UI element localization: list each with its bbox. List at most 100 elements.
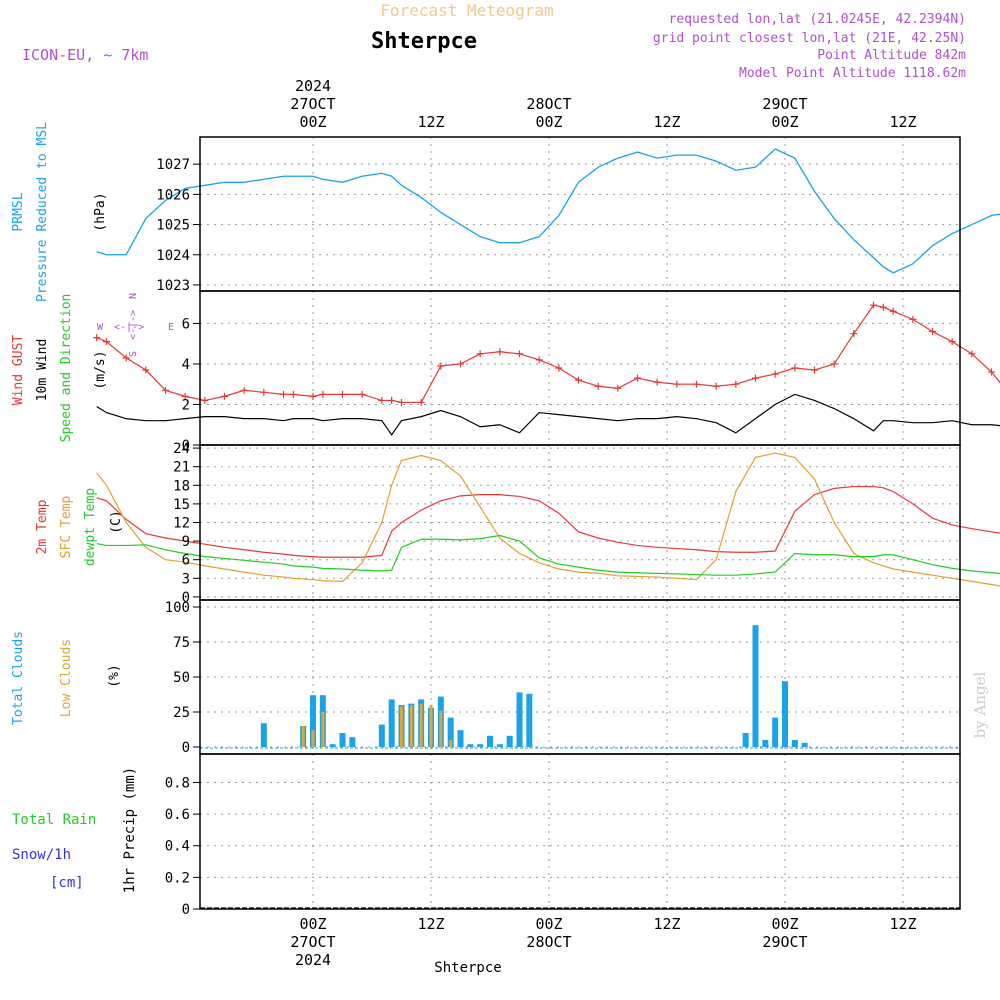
compass-arrow-horizontal: <-|->: [114, 322, 144, 333]
wind-gust-point: [417, 398, 425, 406]
y-tick-label: 15: [173, 497, 190, 513]
y-tick-label: 25: [173, 705, 190, 721]
total-cloud-bar: [791, 740, 798, 747]
panel-frame-pressure: [199, 136, 961, 292]
location-title: Shterpce: [371, 29, 477, 54]
footer-location: Shterpce: [434, 960, 501, 976]
wind-gust-point: [653, 378, 661, 386]
wind-gust-point: [968, 350, 976, 358]
temp-sfc-line: [96, 452, 1000, 587]
precip-label-snow: Snow/1h: [12, 847, 71, 863]
y-tick-label: 21: [173, 460, 190, 476]
wind-gust-point: [791, 364, 799, 372]
precip-label-rain: Total Rain: [12, 812, 96, 828]
bottom-time-label: 00Z: [771, 915, 798, 933]
y-tick-label: 3: [182, 571, 190, 587]
y-tick-label: 6: [182, 553, 190, 569]
y-tick-label: 1026: [156, 187, 190, 203]
y-tick-label: 0.8: [165, 775, 190, 791]
wind-gust-point: [712, 382, 720, 390]
grid-point-coords: grid point closest lon,lat (21E, 42.25N): [653, 31, 966, 46]
cloud-panel-labels: Total Clouds Low Clouds (%): [11, 631, 122, 725]
wind-gust-point: [319, 390, 327, 398]
low-cloud-bar: [439, 710, 443, 747]
model-label: ICON-EU, ~ 7km: [22, 46, 148, 64]
wind-gust-point: [240, 386, 248, 394]
temp-label-dewpt: dewpt Temp: [83, 488, 98, 566]
wind-gust-point: [103, 338, 110, 346]
temp-2m-line: [96, 485, 1000, 558]
frame-layer: [193, 136, 961, 910]
total-cloud-bar: [762, 740, 769, 747]
point-altitude: Point Altitude 842m: [817, 48, 966, 63]
total-cloud-bar: [506, 735, 513, 747]
total-cloud-bar: [742, 733, 749, 747]
wind-gust-point: [162, 386, 169, 394]
total-cloud-bar: [339, 733, 346, 747]
y-tick-label: 1024: [156, 248, 190, 264]
bottom-time-label: 00Z: [299, 915, 326, 933]
compass-arrow-vertical: <-|->: [128, 310, 139, 340]
wind-gust-point: [879, 303, 887, 311]
total-cloud-bar: [782, 681, 788, 747]
wind-gust-point: [358, 390, 366, 398]
bottom-time-label: 12Z: [653, 915, 680, 933]
wind-gust-point: [388, 396, 396, 404]
wind-gust-point: [339, 390, 346, 398]
y-tick-label: 0: [182, 902, 190, 918]
wind-gust-point: [693, 380, 700, 388]
wind-gust-point: [496, 348, 504, 356]
precip-panel-labels: Total Rain Snow/1h [cm] 1hr Precip (mm): [12, 767, 138, 893]
wind-gust-point: [260, 388, 268, 396]
wind-gust-point: [535, 356, 543, 364]
y-tick-label: 4: [182, 357, 190, 373]
total-cloud-bar: [487, 735, 493, 747]
y-tick-label: 12: [173, 516, 190, 532]
total-cloud-bar: [457, 730, 464, 747]
wind-gust-point: [289, 390, 297, 398]
y-tick-label: 1027: [156, 157, 190, 173]
total-cloud-bar: [477, 744, 484, 747]
total-cloud-bar: [526, 693, 533, 747]
bottom-time-label: 29OCT: [762, 933, 807, 951]
y-tick-label: 0.2: [165, 870, 190, 886]
wind-gust-point: [948, 338, 956, 346]
top-time-label: 29OCT: [762, 95, 807, 113]
compass-w: W: [97, 322, 104, 333]
wind-gust-point: [909, 315, 917, 323]
bottom-time-label: 2024: [295, 951, 331, 969]
precip-label-snow-unit: [cm]: [50, 875, 84, 891]
top-time-label: 12Z: [653, 113, 680, 131]
panel-frame-wind: [199, 290, 961, 446]
low-cloud-bar: [400, 706, 403, 747]
top-time-label: 12Z: [889, 113, 916, 131]
total-cloud-bar: [516, 692, 523, 747]
wind-gust-point: [457, 360, 464, 368]
panel-frame-precip: [199, 753, 961, 910]
pressure-panel-labels: PRMSL Pressure Reduced to MSL (hPa): [11, 122, 108, 302]
bottom-time-label: 27OCT: [290, 933, 335, 951]
y-tick-label: 1023: [156, 278, 190, 294]
total-cloud-bar: [752, 625, 759, 747]
wind-gust-point: [811, 366, 818, 374]
wind-gust-point: [378, 396, 386, 404]
top-time-label: 28OCT: [526, 95, 571, 113]
bottom-time-label: 00Z: [535, 915, 562, 933]
temp-dewpt-line: [96, 534, 1000, 576]
y-tick-label: 0.6: [165, 807, 190, 823]
wind-gust-point: [752, 374, 759, 382]
wind-gust-point: [850, 330, 858, 338]
total-cloud-bar: [801, 742, 808, 747]
model-altitude: Model Point Altitude 1118.62m: [739, 66, 966, 81]
bottom-time-label: 12Z: [417, 915, 444, 933]
total-cloud-bar: [467, 744, 474, 747]
bottom-time-label: 12Z: [889, 915, 916, 933]
y-tick-label: 0: [182, 438, 190, 454]
total-cloud-bar: [310, 695, 316, 747]
plot-layer: [93, 148, 1000, 909]
y-tick-label: 0: [182, 740, 190, 756]
wind-gust-point: [142, 366, 150, 374]
temp-label-unit: (C): [109, 510, 124, 533]
total-cloud-bar: [388, 699, 395, 747]
y-tick-label: 2: [182, 397, 190, 413]
